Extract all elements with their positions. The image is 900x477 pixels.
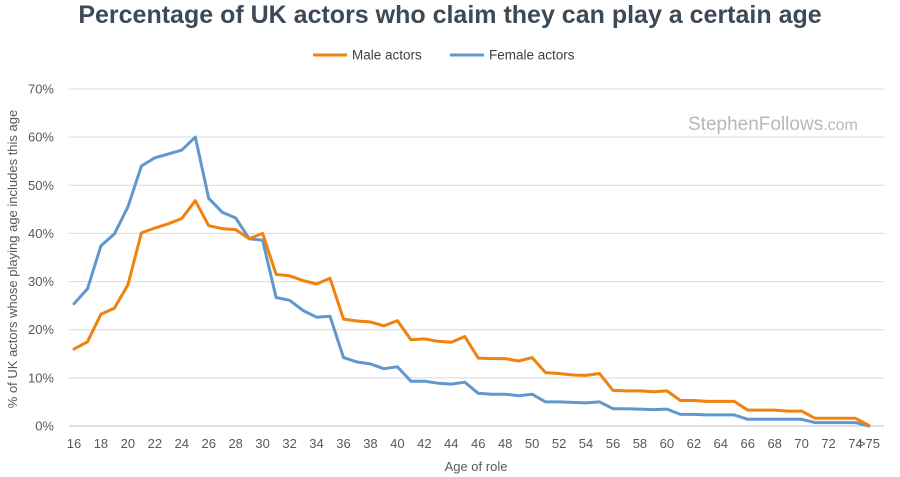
x-tick-label: 24 <box>175 436 189 451</box>
y-tick-label: 40% <box>28 226 54 241</box>
x-tick-label: 60 <box>660 436 674 451</box>
x-tick-label: 30 <box>255 436 269 451</box>
watermark: StephenFollows.com <box>688 114 858 135</box>
watermark-main: StephenFollows <box>688 114 823 135</box>
legend-female-label: Female actors <box>489 48 575 63</box>
legend: Male actors Female actors <box>313 48 575 63</box>
x-tick-label: 28 <box>228 436 242 451</box>
x-tick-label: 32 <box>282 436 296 451</box>
x-tick-label: 64 <box>714 436 728 451</box>
x-tick-label: 40 <box>390 436 404 451</box>
y-tick-label: 30% <box>28 274 54 289</box>
y-tick-label: 20% <box>28 322 54 337</box>
y-axis-label: % of UK actors whose playing age include… <box>5 110 20 408</box>
y-axis-ticks: 0% 10% 20% 30% 40% 50% 60% 70% <box>28 82 54 434</box>
x-tick-label: 22 <box>148 436 162 451</box>
y-tick-label: 10% <box>28 370 54 385</box>
y-tick-label: 50% <box>28 178 54 193</box>
x-tick-label: 36 <box>336 436 350 451</box>
series-lines <box>72 135 871 428</box>
x-tick-label: 46 <box>471 436 485 451</box>
x-tick-label: 42 <box>417 436 431 451</box>
x-tick-label: >75 <box>858 436 880 451</box>
x-tick-label: 74 <box>848 436 862 451</box>
legend-male-label: Male actors <box>352 48 422 63</box>
y-tick-label: 60% <box>28 130 54 145</box>
y-tick-label: 70% <box>28 82 54 97</box>
male-actors-line <box>72 199 871 427</box>
x-tick-label: 56 <box>606 436 620 451</box>
x-tick-label: 66 <box>740 436 754 451</box>
x-tick-label: 68 <box>767 436 781 451</box>
x-tick-label: 48 <box>498 436 512 451</box>
x-tick-label: 16 <box>67 436 81 451</box>
x-tick-label: 72 <box>821 436 835 451</box>
chart-title: Percentage of UK actors who claim they c… <box>78 1 822 29</box>
watermark-suffix: .com <box>823 117 858 134</box>
x-axis-label: Age of role <box>445 459 508 474</box>
x-tick-label: 58 <box>633 436 647 451</box>
x-tick-label: 54 <box>579 436 593 451</box>
y-tick-label: 0% <box>35 419 54 434</box>
x-tick-label: 52 <box>552 436 566 451</box>
x-tick-label: 34 <box>309 436 323 451</box>
x-tick-label: 44 <box>444 436 458 451</box>
x-axis-ticks: 16 18 20 22 24 26 28 30 32 34 36 38 40 42 44 46 48 50 52 54… <box>67 436 880 451</box>
female-actors-line <box>72 135 871 428</box>
x-tick-label: 70 <box>794 436 808 451</box>
x-tick-label: 38 <box>363 436 377 451</box>
x-tick-label: 20 <box>121 436 135 451</box>
x-tick-label: 50 <box>525 436 539 451</box>
x-tick-label: 18 <box>94 436 108 451</box>
x-tick-label: 62 <box>687 436 701 451</box>
x-tick-label: 26 <box>202 436 216 451</box>
